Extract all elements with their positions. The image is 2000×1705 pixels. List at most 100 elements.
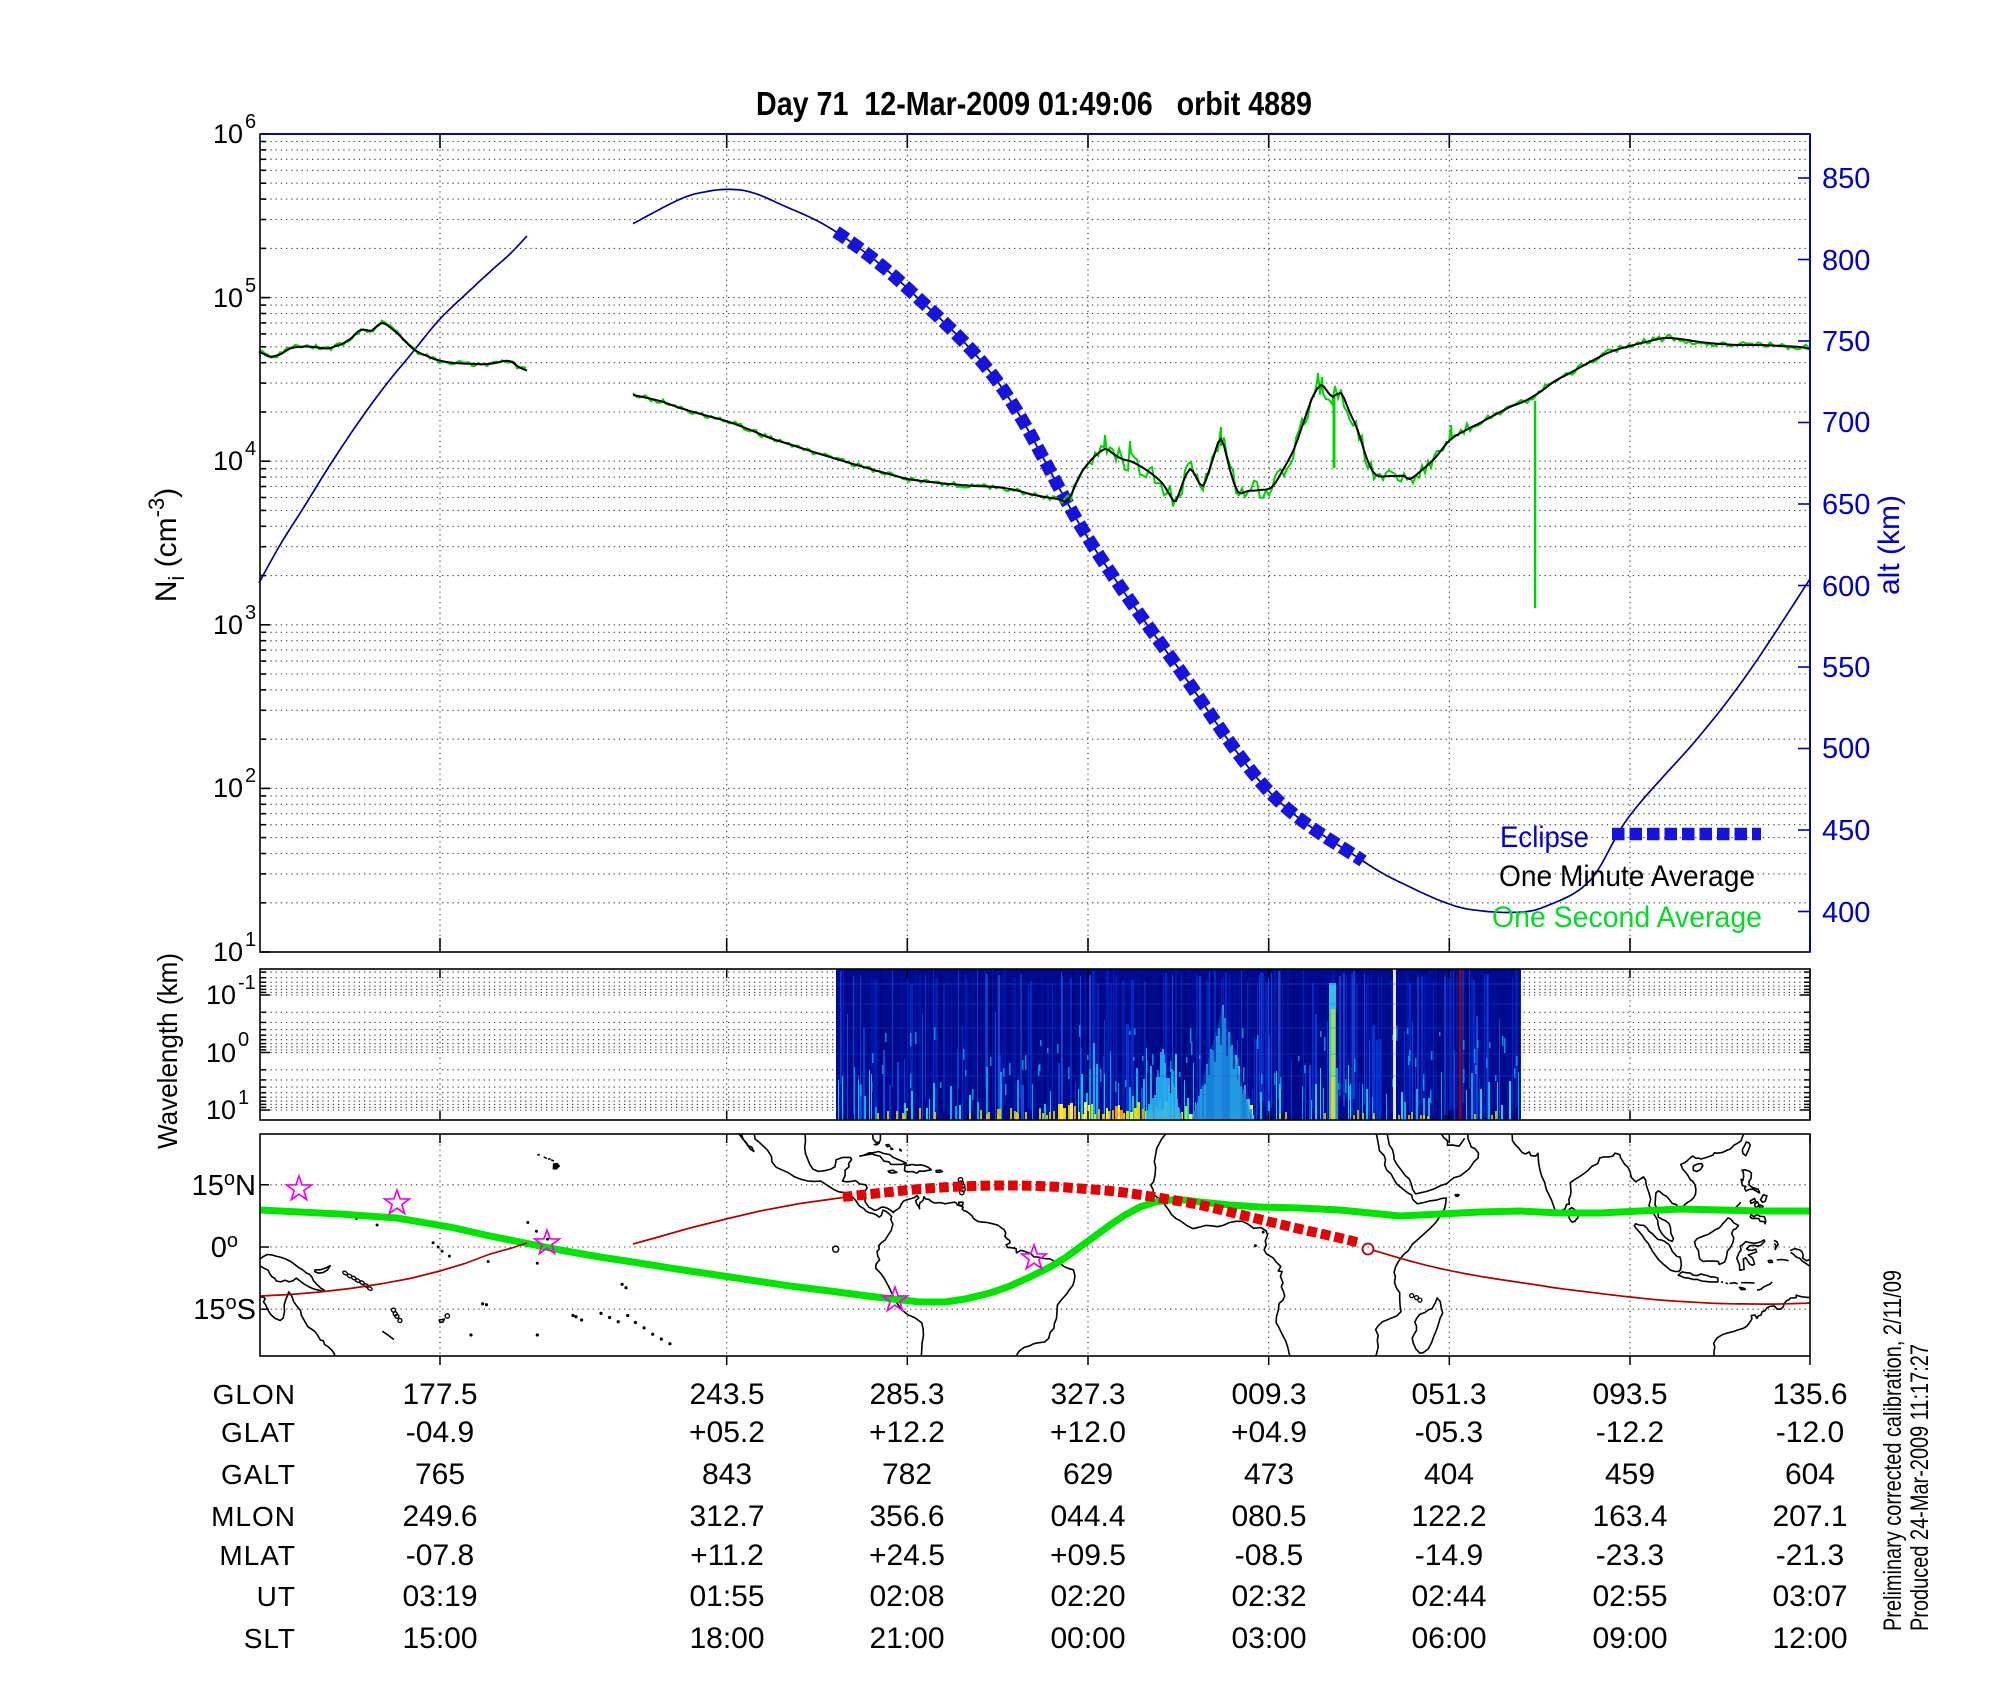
svg-text:10: 10 (213, 937, 243, 967)
svg-text:10: 10 (206, 1095, 236, 1125)
svg-text:450: 450 (1822, 815, 1870, 847)
svg-text:850: 850 (1822, 163, 1870, 195)
svg-text:GALT: GALT (221, 1459, 296, 1490)
svg-text:-12.2: -12.2 (1596, 1416, 1664, 1449)
svg-text:-04.9: -04.9 (406, 1416, 474, 1449)
svg-text:700: 700 (1822, 407, 1870, 439)
svg-text:765: 765 (415, 1458, 465, 1491)
svg-text:One Second Average: One Second Average (1492, 901, 1762, 934)
svg-text:18:00: 18:00 (689, 1622, 764, 1655)
svg-text:06:00: 06:00 (1411, 1622, 1486, 1655)
svg-text:750: 750 (1822, 326, 1870, 358)
svg-text:10: 10 (213, 119, 243, 149)
svg-text:10: 10 (213, 773, 243, 803)
svg-text:500: 500 (1822, 733, 1870, 765)
svg-text:Wavelength (km): Wavelength (km) (152, 953, 183, 1149)
svg-text:21:00: 21:00 (869, 1622, 944, 1655)
svg-text:135.6: 135.6 (1772, 1378, 1847, 1411)
svg-text:604: 604 (1785, 1458, 1835, 1491)
svg-text:02:20: 02:20 (1050, 1580, 1125, 1613)
svg-text:3: 3 (245, 602, 256, 624)
svg-text:15:00: 15:00 (402, 1622, 477, 1655)
svg-text:UT: UT (257, 1581, 296, 1612)
svg-text:122.2: 122.2 (1411, 1500, 1486, 1533)
svg-text:207.1: 207.1 (1772, 1500, 1847, 1533)
svg-text:249.6: 249.6 (402, 1500, 477, 1533)
svg-text:+09.5: +09.5 (1050, 1539, 1126, 1572)
svg-text:10: 10 (213, 610, 243, 640)
svg-text:400: 400 (1822, 897, 1870, 929)
svg-text:alt (km): alt (km) (1873, 495, 1906, 595)
svg-text:080.5: 080.5 (1231, 1500, 1306, 1533)
svg-text:-1: -1 (238, 972, 256, 994)
svg-text:MLAT: MLAT (219, 1540, 296, 1571)
svg-text:+05.2: +05.2 (689, 1416, 765, 1449)
svg-text:03:00: 03:00 (1231, 1622, 1306, 1655)
svg-text:Eclipse: Eclipse (1500, 821, 1589, 854)
svg-text:SLT: SLT (244, 1623, 296, 1654)
svg-text:177.5: 177.5 (402, 1378, 477, 1411)
svg-text:243.5: 243.5 (689, 1378, 764, 1411)
svg-text:0: 0 (238, 1029, 249, 1051)
svg-text:356.6: 356.6 (869, 1500, 944, 1533)
svg-text:01:55: 01:55 (689, 1580, 764, 1613)
svg-text:One Minute Average: One Minute Average (1499, 860, 1755, 893)
svg-text:473: 473 (1244, 1458, 1294, 1491)
svg-text:-07.8: -07.8 (406, 1539, 474, 1572)
svg-text:GLAT: GLAT (221, 1417, 296, 1448)
svg-text:404: 404 (1424, 1458, 1474, 1491)
svg-text:327.3: 327.3 (1050, 1378, 1125, 1411)
svg-text:Ni (cm-3): Ni (cm-3) (144, 488, 189, 602)
svg-text:15oN: 15oN (192, 1168, 256, 1202)
svg-text:00:00: 00:00 (1050, 1622, 1125, 1655)
svg-text:GLON: GLON (213, 1379, 296, 1410)
svg-text:Day 71 12-Mar-2009 01:49:06: Day 71 12-Mar-2009 01:49:06 orbit 4889 (756, 85, 1312, 122)
svg-text:1: 1 (245, 929, 256, 951)
svg-text:+12.0: +12.0 (1050, 1416, 1126, 1449)
svg-text:10: 10 (213, 283, 243, 313)
svg-text:6: 6 (245, 111, 256, 133)
svg-text:MLON: MLON (211, 1501, 296, 1532)
svg-text:650: 650 (1822, 489, 1870, 521)
svg-text:10: 10 (206, 1038, 236, 1068)
svg-text:10: 10 (213, 446, 243, 476)
svg-text:-05.3: -05.3 (1415, 1416, 1483, 1449)
svg-text:10: 10 (206, 980, 236, 1010)
svg-text:009.3: 009.3 (1231, 1378, 1306, 1411)
svg-text:03:19: 03:19 (402, 1580, 477, 1613)
svg-text:550: 550 (1822, 652, 1870, 684)
svg-text:+24.5: +24.5 (869, 1539, 945, 1572)
svg-text:800: 800 (1822, 245, 1870, 277)
svg-text:163.4: 163.4 (1592, 1500, 1667, 1533)
svg-text:09:00: 09:00 (1592, 1622, 1667, 1655)
svg-text:-14.9: -14.9 (1415, 1539, 1483, 1572)
svg-text:459: 459 (1605, 1458, 1655, 1491)
svg-text:2: 2 (245, 765, 256, 787)
svg-text:5: 5 (245, 275, 256, 297)
svg-text:4: 4 (245, 438, 256, 460)
svg-text:12:00: 12:00 (1772, 1622, 1847, 1655)
svg-text:044.4: 044.4 (1050, 1500, 1125, 1533)
svg-text:093.5: 093.5 (1592, 1378, 1667, 1411)
svg-text:+04.9: +04.9 (1231, 1416, 1307, 1449)
svg-text:843: 843 (702, 1458, 752, 1491)
svg-text:02:08: 02:08 (869, 1580, 944, 1613)
svg-text:Produced 24-Mar-2009 11:17:27: Produced 24-Mar-2009 11:17:27 (1906, 1344, 1934, 1631)
svg-text:-23.3: -23.3 (1596, 1539, 1664, 1572)
svg-text:+12.2: +12.2 (869, 1416, 945, 1449)
svg-text:02:55: 02:55 (1592, 1580, 1667, 1613)
svg-text:Preliminary corrected calibrat: Preliminary corrected calibration, 2/11/… (1879, 1270, 1907, 1631)
svg-text:+11.2: +11.2 (690, 1539, 764, 1572)
svg-text:629: 629 (1063, 1458, 1113, 1491)
svg-text:02:32: 02:32 (1231, 1580, 1306, 1613)
svg-text:-12.0: -12.0 (1776, 1416, 1844, 1449)
svg-text:02:44: 02:44 (1411, 1580, 1486, 1613)
svg-text:782: 782 (882, 1458, 932, 1491)
svg-text:-08.5: -08.5 (1235, 1539, 1303, 1572)
svg-text:051.3: 051.3 (1411, 1378, 1486, 1411)
svg-text:312.7: 312.7 (689, 1500, 764, 1533)
svg-text:15oS: 15oS (193, 1292, 256, 1326)
svg-text:1: 1 (238, 1087, 249, 1109)
svg-text:600: 600 (1822, 571, 1870, 603)
svg-text:285.3: 285.3 (869, 1378, 944, 1411)
